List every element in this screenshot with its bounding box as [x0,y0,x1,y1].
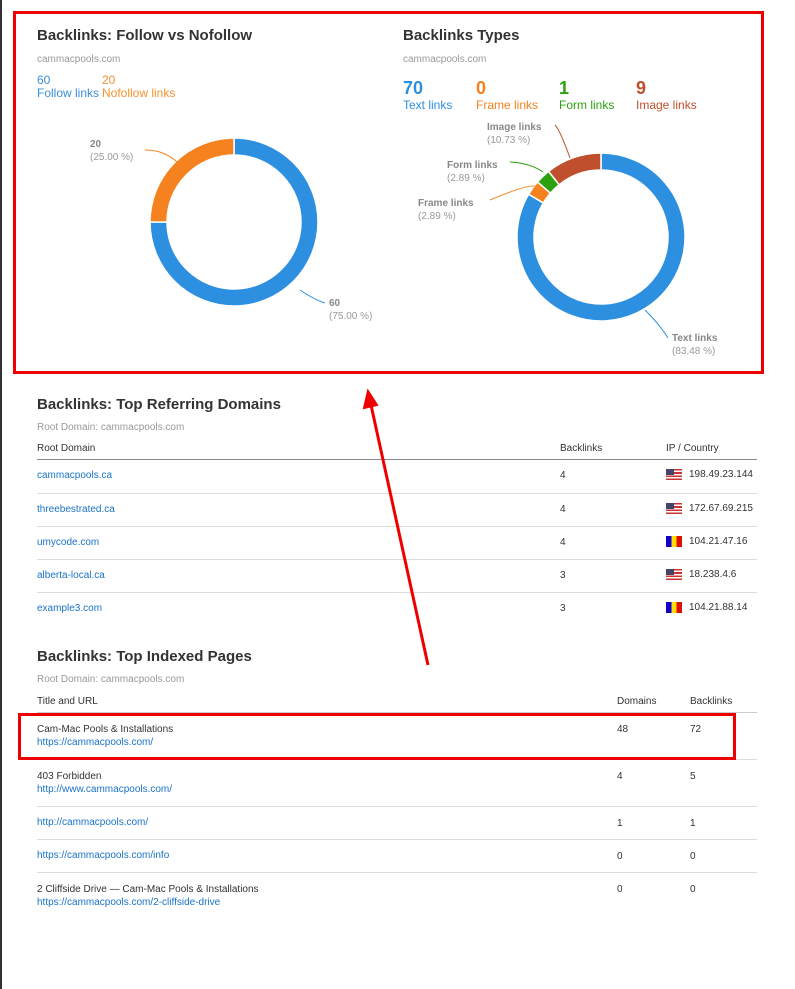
annotation-box-charts [13,11,764,374]
label-text-links: Text links (83.48 %) [672,333,718,357]
backlinks-count: 4 [560,470,566,481]
leader-image [554,124,571,159]
backlinks-count: 3 [560,603,566,614]
divider [37,712,757,713]
types-domain: cammacpools.com [403,54,487,65]
ip-country: 198.49.23.144 [666,469,753,480]
domain-link[interactable]: alberta-local.ca [37,570,105,581]
follow-count: 60 [37,73,51,87]
table-row: Cam-Mac Pools & Installations https://ca… [37,713,757,759]
domain-link[interactable]: example3.com [37,603,103,614]
table-row: example3.com 3 104.21.88.14 [37,592,757,625]
pages-root: Root Domain: cammacpools.com [37,674,185,685]
slice-text-links[interactable] [516,152,686,322]
page-border [0,0,2,989]
label-image-links: Image links (10.73 %) [487,122,542,146]
page-title: 2 Cliffside Drive — Cam-Mac Pools & Inst… [37,884,259,895]
page-url-link[interactable]: https://cammacpools.com/ [37,737,154,748]
us-flag-icon [666,503,682,514]
col-title-url: Title and URL [37,696,98,707]
leader-follow [299,289,326,304]
legend-text-links[interactable]: 70 Text links [403,78,453,112]
col-domains: Domains [617,696,657,707]
domain-link[interactable]: cammacpools.ca [37,470,113,481]
ip-country: 18.238.4.6 [666,569,736,580]
legend-image-links[interactable]: 9 Image links [636,78,697,112]
table-row: threebestrated.ca 4 172.67.69.215 [37,493,757,526]
legend-frame-links[interactable]: 0 Frame links [476,78,539,112]
domains-title: Backlinks: Top Referring Domains [37,396,281,413]
table-row: alberta-local.ca 3 18.238.4.6 [37,559,757,592]
ad-flag-icon [666,536,682,547]
label-follow: 60 (75.00 %) [329,298,373,322]
col-root-domain: Root Domain [37,443,96,454]
follow-label: Follow links [37,86,100,100]
domains-count: 0 [617,851,623,862]
col-backlinks: Backlinks [690,696,733,707]
ip-country: 104.21.47.16 [666,536,747,547]
nofollow-count: 20 [102,73,116,87]
table-row: 2 Cliffside Drive — Cam-Mac Pools & Inst… [37,872,757,916]
backlinks-count: 4 [560,537,566,548]
leader-frame [489,185,536,201]
backlinks-count: 0 [690,884,696,895]
slice-follow-links[interactable] [149,137,319,307]
table-row: https://cammacpools.com/info 0 0 [37,839,757,872]
annotation-box-top-page [18,713,736,760]
page-url-link[interactable]: https://cammacpools.com/2-cliffside-driv… [37,897,221,908]
legend-follow[interactable]: 60 Follow links [37,74,99,100]
domains-root: Root Domain: cammacpools.com [37,422,185,433]
page-url-link[interactable]: http://www.cammacpools.com/ [37,784,173,795]
label-frame-links: Frame links (2.89 %) [418,198,474,222]
leader-form [509,161,544,173]
backlinks-count: 1 [690,818,696,829]
ip-country: 172.67.69.215 [666,503,753,514]
leader-text [644,309,669,339]
col-backlinks: Backlinks [560,443,603,454]
follow-title: Backlinks: Follow vs Nofollow [37,27,253,44]
backlinks-count: 5 [690,771,696,782]
backlinks-count: 72 [690,724,702,735]
us-flag-icon [666,569,682,580]
donut-charts [144,124,686,339]
col-ip-country: IP / Country [666,443,719,454]
pages-title: Backlinks: Top Indexed Pages [37,648,252,665]
domain-link[interactable]: threebestrated.ca [37,504,115,515]
backlinks-count: 3 [560,570,566,581]
label-form-links: Form links (2.89 %) [447,160,498,184]
page-url-link[interactable]: https://cammacpools.com/info [37,850,170,861]
ip-country: 104.21.88.14 [666,602,747,613]
table-row: http://cammacpools.com/ 1 1 [37,806,757,839]
domains-count: 0 [617,884,623,895]
nofollow-label: Nofollow links [102,86,176,100]
backlinks-count: 0 [690,851,696,862]
slice-nofollow-links[interactable] [149,137,235,223]
slice-image-links[interactable] [547,152,602,186]
table-row: cammacpools.ca 4 198.49.23.144 [37,460,757,493]
domain-link[interactable]: umycode.com [37,537,100,548]
legend-form-links[interactable]: 1 Form links [559,78,615,112]
domains-count: 1 [617,818,623,829]
domains-count: 48 [617,724,629,735]
page-title: Cam-Mac Pools & Installations [37,724,174,735]
follow-domain: cammacpools.com [37,54,121,65]
backlinks-count: 4 [560,504,566,515]
legend-nofollow[interactable]: 20 Nofollow links [102,74,175,100]
label-nofollow: 20 (25.00 %) [90,139,134,163]
types-title: Backlinks Types [403,27,520,44]
domains-count: 4 [617,771,623,782]
us-flag-icon [666,469,682,480]
leader-nofollow [144,149,179,164]
page-url-link[interactable]: http://cammacpools.com/ [37,817,149,828]
page-title: 403 Forbidden [37,771,102,782]
divider [37,459,757,460]
ad-flag-icon [666,602,682,613]
